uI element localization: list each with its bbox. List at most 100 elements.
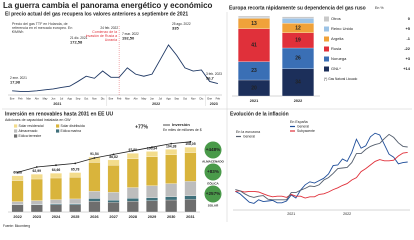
segment-label: 26: [295, 56, 301, 62]
x-tick-label: Feb: [216, 97, 221, 101]
chart-title: Inversión en renovables hasta 2031 en EE…: [5, 111, 113, 117]
annotation-date: 25 ago. 2022: [172, 22, 191, 26]
badge-value: +448%: [206, 147, 220, 152]
legend-swatch: [324, 46, 329, 52]
segment-label: 19: [295, 38, 301, 44]
bar-segment: [107, 192, 120, 201]
total-label: 100,94: [147, 146, 157, 150]
segment-label: 23: [251, 68, 257, 74]
legend-swatch: [324, 36, 329, 42]
chart-subtitle: En %: [375, 6, 384, 10]
legend-swatch: [324, 26, 329, 32]
legend-label: Almacenado: [19, 129, 38, 133]
badge-label: ALMACENADO: [202, 159, 224, 163]
bar-segment: [50, 199, 62, 204]
legend-change: -22: [404, 46, 411, 51]
total-label: 91,54: [90, 152, 99, 156]
bar-segment: [30, 178, 43, 201]
x-tick-label: 2023: [33, 215, 41, 219]
bar-segment: [88, 162, 101, 192]
annotation-value: 172,58: [70, 40, 83, 45]
x-tick-label: 2021: [250, 99, 258, 103]
line-series: [235, 132, 408, 204]
year-label: 2022: [152, 102, 160, 106]
bar-segment: [126, 158, 139, 188]
annotation-date: 7 mar. 2022: [122, 32, 139, 36]
x-tick-label: 2029: [148, 215, 156, 219]
legend-swatch: [324, 66, 329, 72]
legend-change: -1: [406, 36, 410, 41]
x-tick-label: 2027: [109, 215, 117, 219]
bar-segment: [146, 200, 158, 213]
bar-segment: [146, 151, 158, 157]
annotation-value: 17,98: [10, 80, 21, 85]
bar-segment: [282, 16, 314, 19]
bar-segment: [165, 183, 178, 197]
legend-label: Argelia: [331, 36, 344, 41]
line-label: Inversión: [172, 122, 190, 127]
badge: [204, 163, 222, 181]
x-tick-label: Ene: [207, 97, 212, 101]
x-tick-label: Ene: [109, 97, 114, 101]
year-label: 2021: [53, 102, 61, 106]
x-tick-label: Feb: [117, 97, 122, 101]
bar-segment: [50, 177, 62, 200]
event-date: 24 feb. 2022: [100, 26, 118, 30]
bar-segment: [11, 180, 24, 202]
legend-swatch: [14, 124, 18, 128]
line-point: [16, 171, 19, 174]
bar-segment: [88, 201, 101, 213]
x-tick-label: 2022: [13, 215, 21, 219]
line-point: [170, 142, 173, 145]
x-tick-label: Jun: [150, 97, 155, 101]
x-tick-label: 2030: [167, 215, 175, 219]
legend-label: Otros: [331, 16, 341, 21]
bar-segment: [238, 28, 270, 62]
segment-label: 41: [251, 43, 257, 49]
x-tick-label: 2031: [186, 215, 194, 219]
year-label: 2023: [210, 102, 218, 106]
annotation-value: 192,50: [122, 36, 135, 41]
bar-segment: [238, 15, 270, 18]
bar-segment: [165, 196, 178, 201]
bar-segment: [165, 154, 178, 184]
x-tick-label: Ago: [67, 97, 72, 101]
bar-segment: [282, 18, 314, 24]
bar-segment: [184, 152, 197, 182]
bar-segment: [30, 204, 43, 213]
badge-value: +257%: [206, 191, 220, 196]
bar-segment: [69, 204, 82, 213]
x-tick-label: Sep: [76, 97, 81, 101]
total-label: 108,05: [185, 142, 195, 146]
event-text: Comienzo de la invasión de Rusia a Ucran…: [85, 30, 118, 43]
line-series: [17, 141, 191, 173]
bar-segment: [11, 204, 24, 213]
bar-segment: [146, 156, 158, 186]
line-series: [12, 44, 218, 92]
x-tick-label: Nov: [191, 97, 196, 101]
x-tick-label: 2022: [294, 99, 302, 103]
x-tick-label: Ene: [10, 97, 15, 101]
x-tick-label: Nov: [92, 97, 97, 101]
bar-segment: [69, 203, 82, 205]
line-point: [55, 164, 57, 167]
total-label: 104,38: [166, 144, 176, 148]
x-tick-label: Dic: [101, 97, 105, 101]
bar-segment: [11, 175, 24, 181]
legend-label: Rusia: [331, 46, 342, 51]
bar-segment: [126, 187, 139, 199]
legend-swatch: [324, 16, 329, 22]
bar-segment: [184, 199, 197, 213]
badge-value: +83%: [207, 169, 219, 174]
line-point: [112, 153, 115, 156]
bar-segment: [69, 198, 82, 204]
line-series: [235, 151, 408, 199]
page: La guerra cambia el panorama energético …: [2, 1, 412, 228]
x-tick-label: May: [43, 97, 49, 101]
line-point: [151, 146, 153, 149]
legend-group-title: En la eurozona: [236, 130, 260, 134]
line-point: [189, 140, 192, 143]
segment-label: 34: [295, 80, 301, 86]
legend-label: General: [243, 134, 255, 138]
x-tick-label: Jul: [159, 97, 163, 101]
